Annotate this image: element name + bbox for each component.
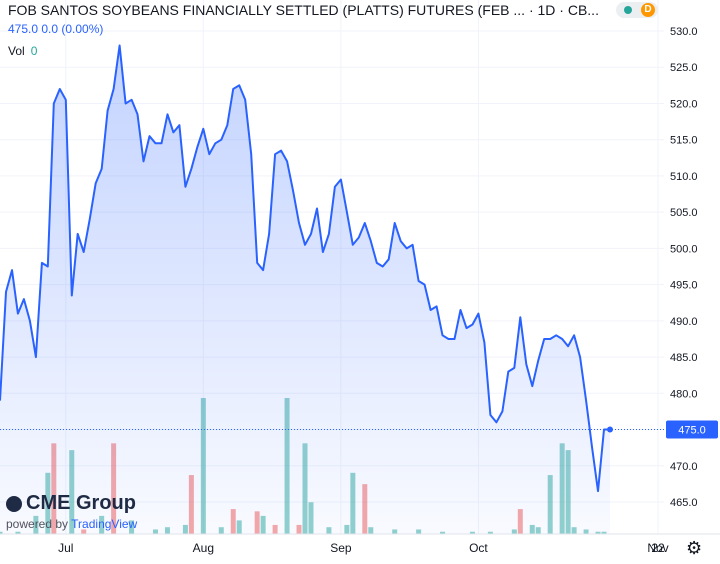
last-price-tag: 475.0 — [666, 420, 718, 439]
y-tick-label: 530.0 — [670, 26, 698, 38]
y-tick-label: 485.0 — [670, 352, 698, 364]
delayed-badge: D — [641, 3, 655, 17]
x-tick-label: 22 — [651, 541, 665, 555]
volume-legend: Vol 0 — [8, 44, 37, 58]
powered-by: powered by TradingView — [6, 517, 137, 531]
logo-brand: CME Group — [26, 492, 136, 514]
y-tick-label: 510.0 — [670, 171, 698, 183]
price-tag-bg — [666, 420, 718, 439]
gear-icon[interactable]: ⚙ — [686, 538, 703, 558]
quote-readout: 475.0 0.0 (0.00%) — [8, 22, 104, 36]
y-tick-label: 470.0 — [670, 461, 698, 473]
price-line — [0, 44, 610, 493]
volume-value: 0 — [30, 44, 38, 58]
y-tick-label: 495.0 — [670, 280, 698, 292]
x-tick-label: Nov — [647, 541, 668, 555]
cme-logo: CME Group — [6, 492, 137, 515]
volume-label: Vol — [8, 44, 25, 58]
y-tick-label: 480.0 — [670, 388, 698, 400]
market-status-icon — [624, 6, 632, 14]
y-tick-label: 515.0 — [670, 135, 698, 147]
y-tick-label: 490.0 — [670, 316, 698, 328]
symbol-title[interactable]: FOB SANTOS SOYBEANS FINANCIALLY SETTLED … — [8, 2, 599, 18]
tradingview-label: TradingView — [71, 517, 138, 531]
y-tick-label: 500.0 — [670, 243, 698, 255]
y-tick-label: 465.0 — [670, 497, 698, 509]
price-tag-label: 475.0 — [678, 425, 706, 437]
status-badge[interactable]: D — [616, 2, 658, 18]
price-area — [0, 45, 610, 534]
last-price-dot — [607, 426, 613, 433]
globe-icon — [6, 495, 22, 512]
powered-label: powered by — [6, 517, 69, 531]
x-tick-label: Aug — [193, 541, 214, 555]
y-tick-label: 505.0 — [670, 207, 698, 219]
logo[interactable]: CME Group powered by TradingView — [6, 492, 137, 531]
x-tick-label: Jul — [58, 541, 73, 555]
y-tick-label: 520.0 — [670, 98, 698, 110]
x-tick-label: Sep — [330, 541, 352, 555]
y-tick-label: 525.0 — [670, 62, 698, 74]
x-tick-label: Oct — [469, 541, 488, 555]
